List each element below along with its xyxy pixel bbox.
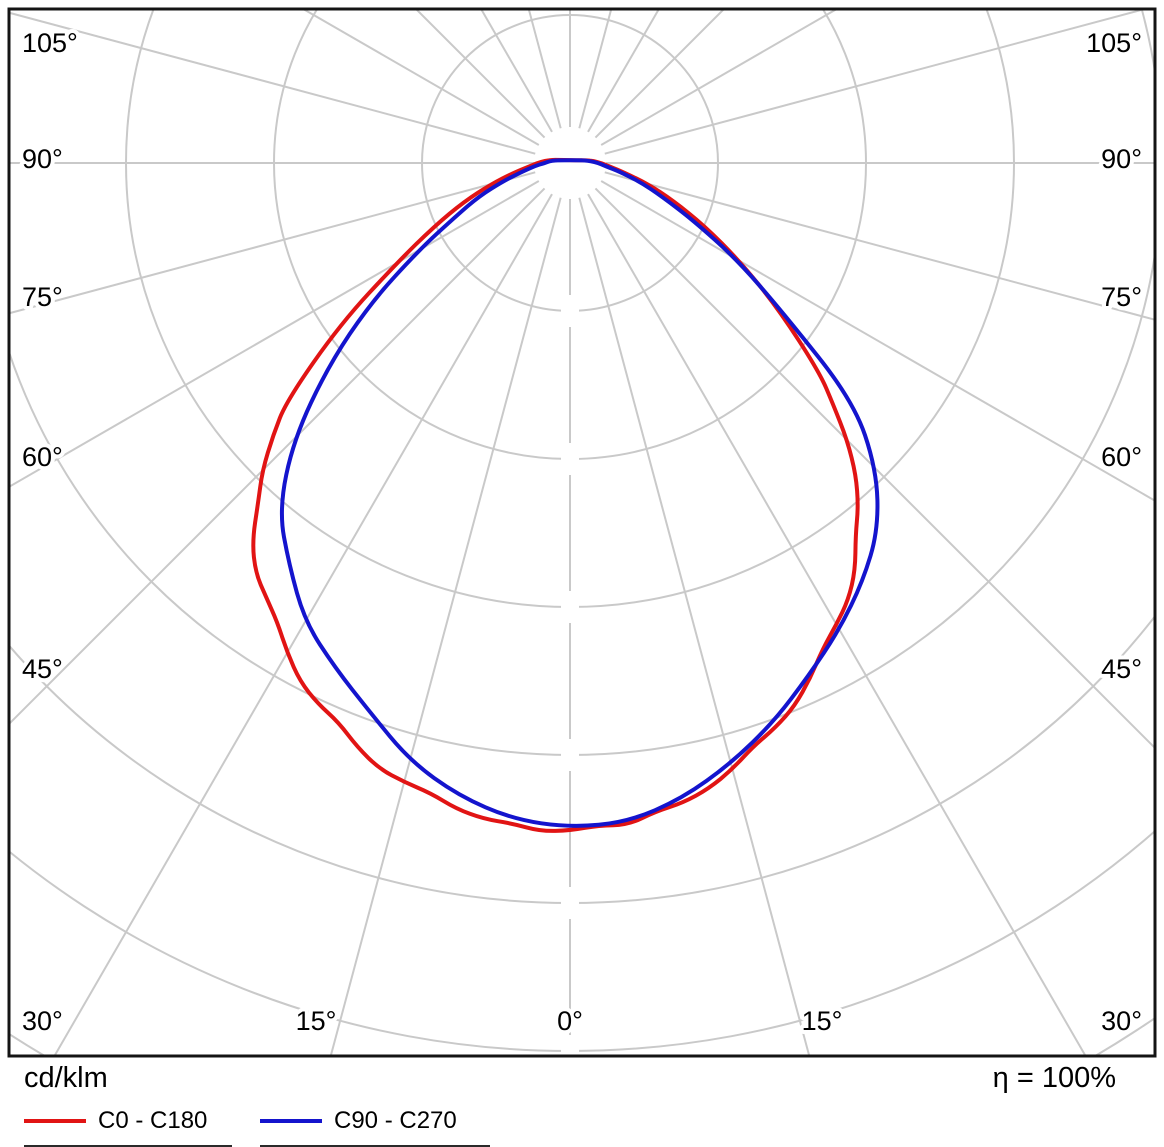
- angle-labels: 105° 90° 75° 60° 45° 30° 105° 90° 75° 60° 45° 30° 15…: [18, 24, 1146, 1040]
- angle-label: 75°: [22, 282, 63, 312]
- grid-ray: [587, 193, 1087, 1056]
- grid-ray: [329, 197, 562, 1056]
- c0-c180-line-swatch: [24, 1119, 86, 1123]
- c90-c270-line-swatch: [260, 1119, 322, 1123]
- legend: C0 - C180 C90 - C270: [0, 1095, 1164, 1147]
- grid-ray: [9, 11, 536, 155]
- angle-label: 30°: [1101, 1006, 1142, 1036]
- grid-ray: [578, 9, 613, 129]
- grid-ray: [9, 180, 540, 489]
- angle-label: 75°: [1101, 282, 1142, 312]
- axis-value-gap: [561, 443, 579, 475]
- grid-ray: [604, 171, 1155, 321]
- axis-value-gap: [561, 739, 579, 771]
- grid-ray: [527, 9, 562, 129]
- angle-label: 90°: [1101, 144, 1142, 174]
- angle-label: 105°: [22, 28, 78, 58]
- legend-label-c90-c270: C90 - C270: [334, 1107, 457, 1134]
- series-curves: [251, 157, 880, 833]
- angle-label: 105°: [1086, 28, 1142, 58]
- grid-ray: [604, 9, 1149, 155]
- units-label: cd/klm: [24, 1062, 108, 1094]
- angle-label: 45°: [1101, 654, 1142, 684]
- curve-c90-c270: [279, 158, 880, 828]
- grid-ray: [414, 9, 546, 139]
- grid-ray: [9, 171, 536, 315]
- grid-ring: [9, 829, 1155, 1052]
- grid-ray: [53, 193, 553, 1056]
- grid-ray: [600, 9, 839, 146]
- angle-label: 60°: [22, 442, 63, 472]
- grid-ring: [9, 614, 1155, 904]
- legend-label-c0-c180: C0 - C180: [98, 1107, 208, 1134]
- grid-ray: [587, 9, 661, 133]
- grid-ray: [301, 9, 540, 146]
- legend-entry-c0-c180: C0 - C180: [24, 1107, 232, 1147]
- plot-frame: [7, 7, 1157, 1058]
- legend-entry-c90-c270: C90 - C270: [260, 1107, 490, 1147]
- axis-value-gaps: [561, 295, 579, 1067]
- angle-label: 0°: [557, 1006, 583, 1036]
- chart-footer: cd/klm η = 100% C0 - C180 C90 - C270: [0, 1058, 1164, 1147]
- grid-ring: [9, 9, 1155, 756]
- angle-label: 15°: [296, 1006, 337, 1036]
- meta-row: cd/klm η = 100%: [0, 1058, 1164, 1095]
- angle-label: 60°: [1101, 442, 1142, 472]
- axis-value-gap: [561, 1035, 579, 1067]
- grid-ray: [594, 187, 1155, 750]
- axis-value-gap: [561, 591, 579, 623]
- grid-ray: [9, 187, 546, 726]
- angle-label: 15°: [802, 1006, 843, 1036]
- grid-ray: [600, 180, 1155, 502]
- axis-value-gap: [561, 887, 579, 919]
- grid-ray: [594, 9, 726, 139]
- grid-ray: [479, 9, 553, 133]
- angle-label: 90°: [22, 144, 63, 174]
- angle-label: 30°: [22, 1006, 63, 1036]
- efficiency-value: η = 100%: [992, 1062, 1116, 1094]
- axis-value-gap: [561, 295, 579, 327]
- angle-label: 45°: [22, 654, 63, 684]
- grid-ray: [578, 197, 811, 1056]
